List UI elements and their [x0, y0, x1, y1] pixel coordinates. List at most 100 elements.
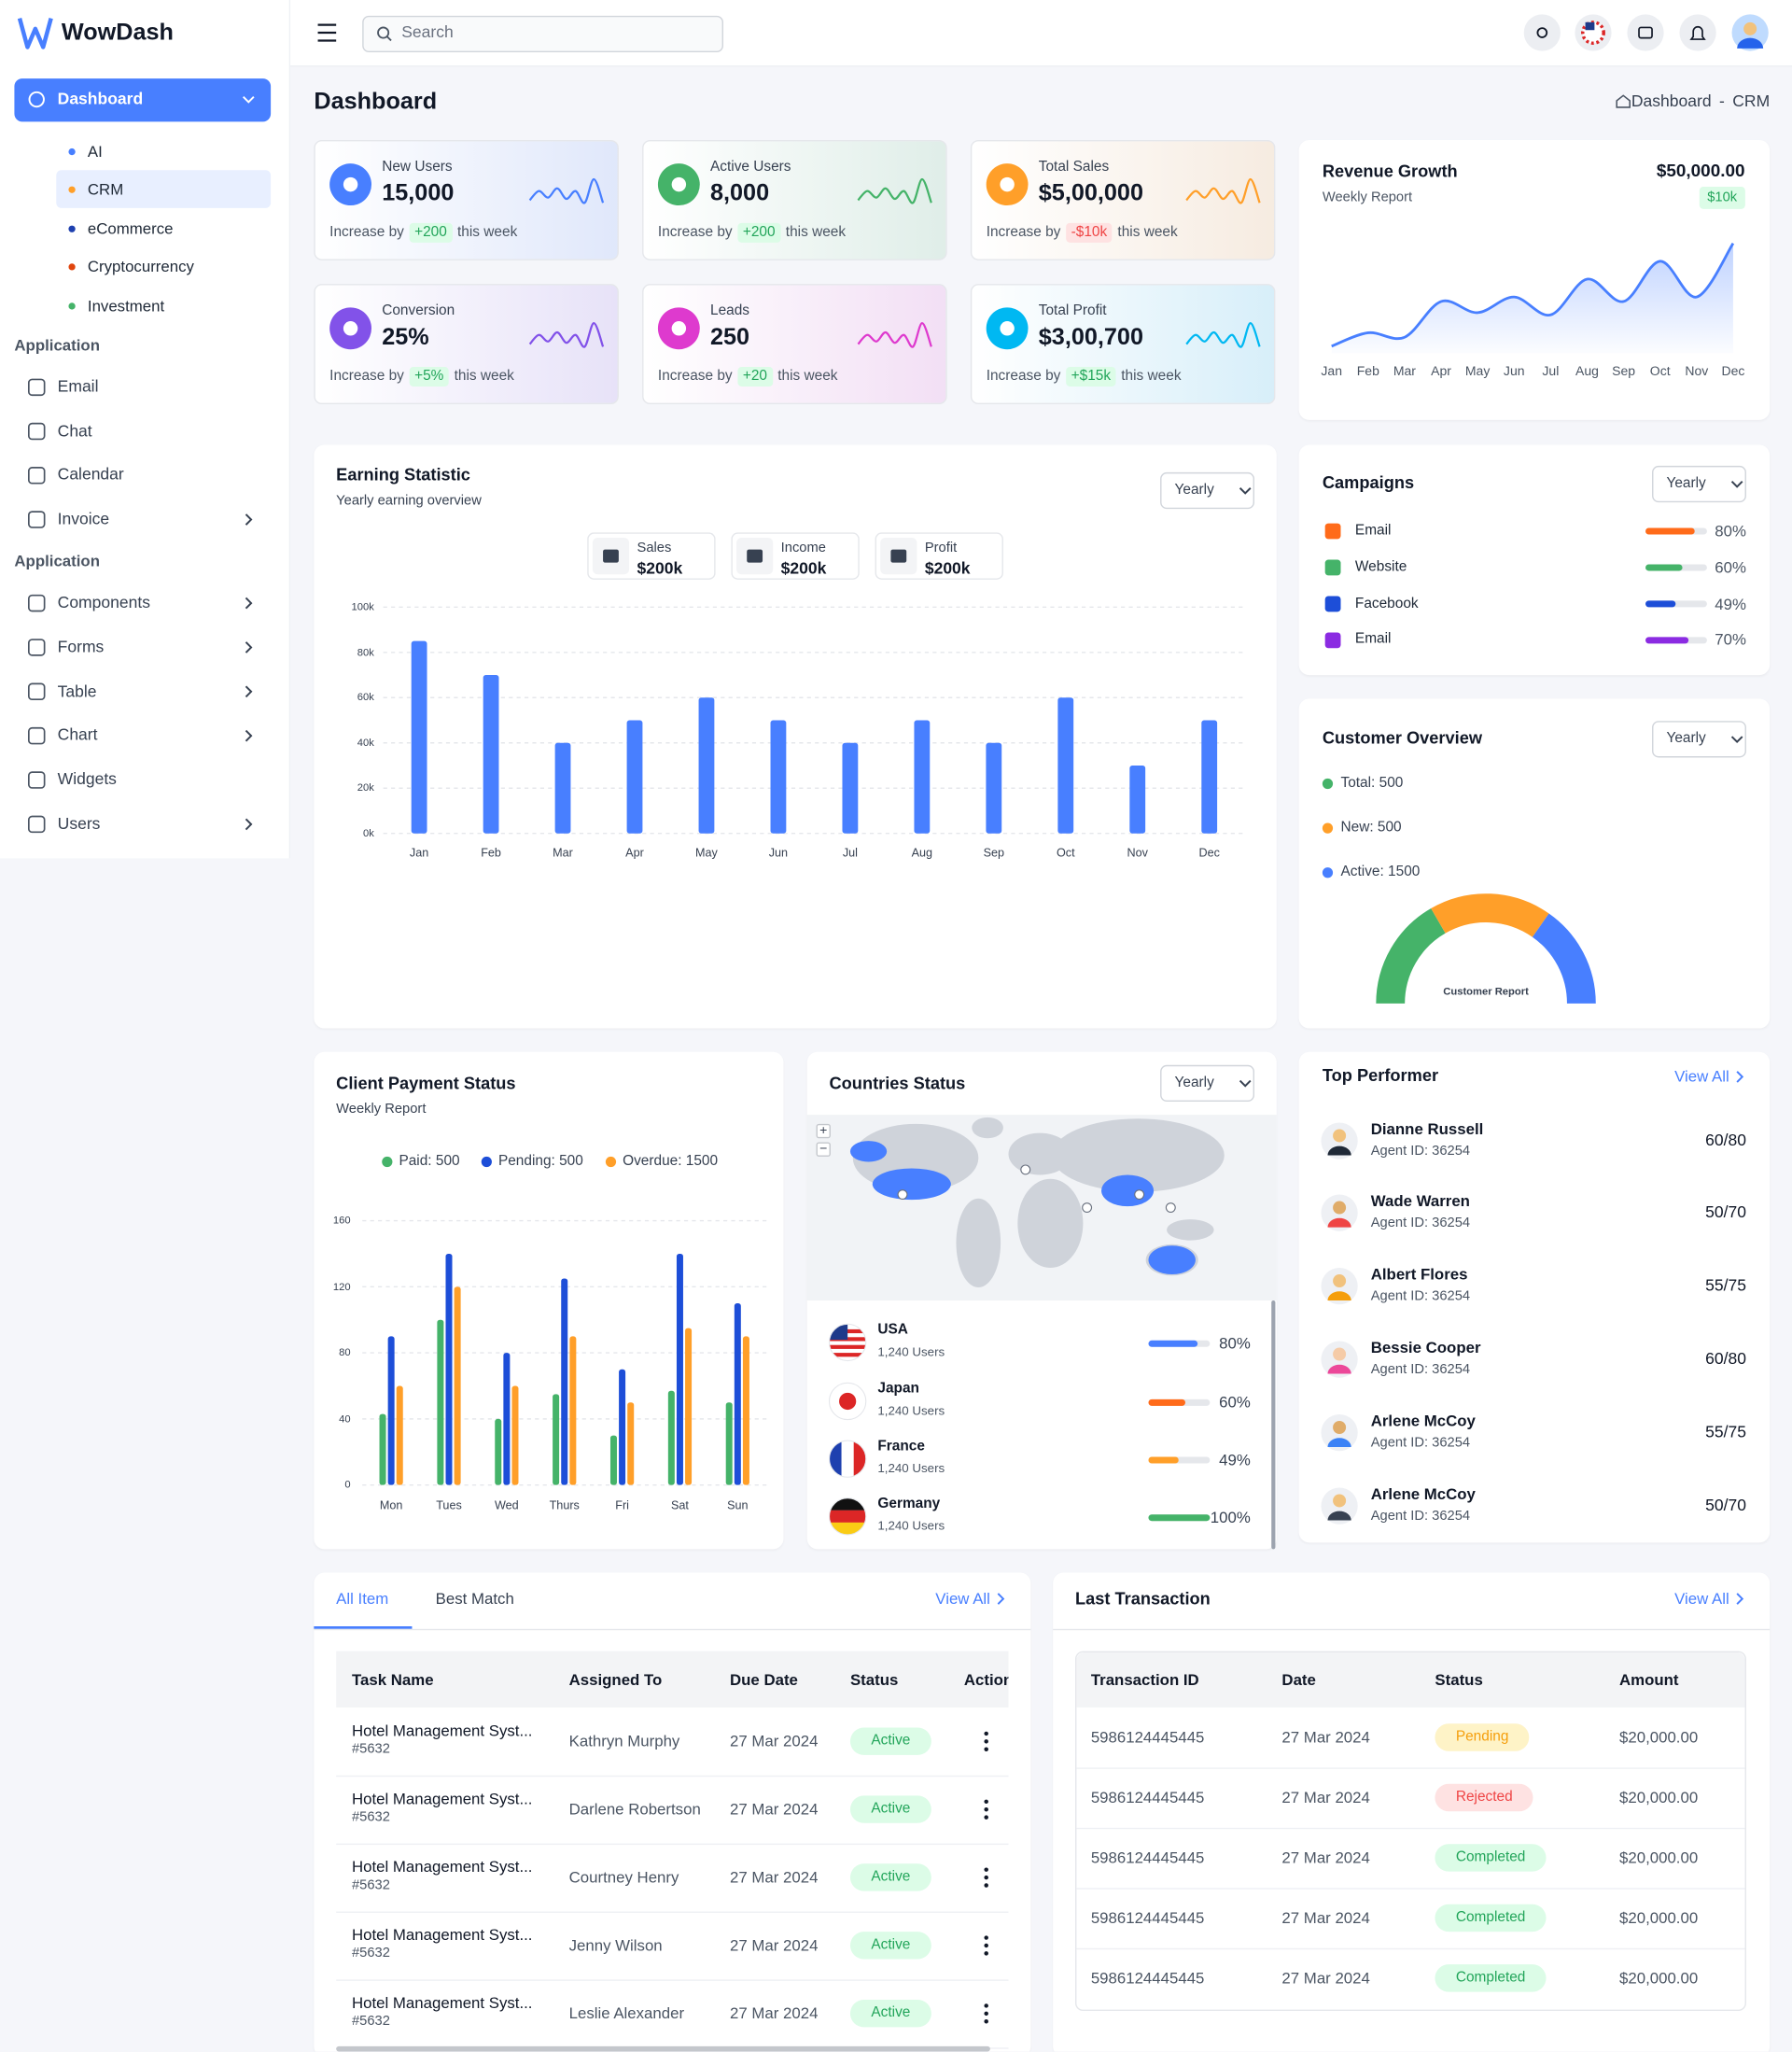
menu-label[interactable]: Dashboard — [57, 90, 144, 108]
bar — [454, 1286, 461, 1485]
view-all-link[interactable]: View All — [1674, 1067, 1729, 1086]
submenu-active[interactable] — [56, 170, 272, 208]
submenu-item[interactable]: eCommerce — [87, 219, 174, 238]
dropdown-value[interactable]: Yearly — [1174, 1075, 1214, 1090]
menu-item[interactable]: Email — [57, 377, 99, 396]
card-title: Top Performer — [1322, 1065, 1439, 1086]
breadcrumb-current: CRM — [1732, 91, 1771, 111]
summary-value: $200k — [637, 559, 683, 578]
progress-bar — [1645, 637, 1689, 644]
language-flag — [1585, 21, 1595, 31]
action-menu — [984, 1875, 988, 1880]
campaign-name: Website — [1354, 558, 1407, 575]
menu-icon — [27, 771, 46, 789]
zoom-symbol[interactable]: + — [819, 1123, 828, 1138]
dropdown[interactable] — [1652, 721, 1746, 758]
status-badge: Completed — [1435, 1964, 1547, 1992]
stat-icon — [1000, 176, 1015, 192]
campaign-value: 49% — [1715, 594, 1746, 613]
country-name: Japan — [877, 1381, 919, 1397]
x-tick-label: Thurs — [549, 1498, 580, 1512]
dropdown[interactable] — [1160, 1064, 1255, 1103]
stat-value: 250 — [709, 323, 750, 350]
zoom-symbol[interactable]: − — [819, 1141, 828, 1157]
dropdown-value[interactable]: Yearly — [1666, 730, 1706, 747]
x-tick-label: Mon — [379, 1498, 403, 1512]
legend-dot — [382, 1156, 393, 1168]
assignee: Courtney Henry — [568, 1868, 679, 1887]
icon-button — [1523, 14, 1561, 51]
menu-item[interactable]: Forms — [57, 637, 105, 656]
campaign-icon — [1324, 632, 1341, 649]
y-tick-label: 0k — [362, 827, 374, 839]
menu-icon — [27, 511, 46, 528]
submenu-item[interactable]: AI — [87, 142, 103, 162]
stat-label: Active Users — [709, 159, 791, 175]
zoom-button[interactable] — [816, 1142, 831, 1157]
tab[interactable]: Best Match — [435, 1589, 514, 1609]
performer-id: Agent ID: 36254 — [1370, 1434, 1471, 1451]
card-title: Client Payment Status — [336, 1073, 516, 1093]
menu-item[interactable]: Components — [57, 593, 150, 612]
menu-item[interactable]: Chat — [57, 421, 92, 441]
y-tick-label: 160 — [332, 1214, 351, 1227]
action-menu — [984, 1883, 988, 1888]
dropdown-value[interactable]: Yearly — [1666, 475, 1706, 492]
transaction-date: 27 Mar 2024 — [1281, 1908, 1370, 1928]
status-badge: Completed — [1435, 1844, 1547, 1872]
submenu-item[interactable]: Cryptocurrency — [87, 257, 194, 276]
dropdown-value[interactable]: Yearly — [1174, 482, 1214, 499]
search-input[interactable] — [362, 15, 724, 53]
status-badge: Rejected — [1435, 1783, 1534, 1812]
stat-label: Leads — [709, 302, 750, 319]
stat-card — [314, 139, 619, 260]
transaction-amount: $20,000.00 — [1619, 1968, 1699, 1988]
performer-id: Agent ID: 36254 — [1370, 1288, 1471, 1304]
menu-item[interactable]: Users — [57, 814, 101, 834]
submenu-item[interactable]: Investment — [87, 296, 165, 316]
bar — [569, 1336, 577, 1485]
view-all-link[interactable]: View All — [1674, 1589, 1729, 1609]
search-icon — [377, 26, 390, 39]
performer-card — [1298, 1051, 1771, 1543]
bar — [483, 675, 499, 834]
map-land — [972, 1117, 1003, 1139]
menu-item[interactable]: Widgets — [57, 770, 117, 789]
transaction-id: 5986124445445 — [1090, 1788, 1205, 1807]
stat-note: Increase by +5% this week — [329, 366, 514, 387]
tab[interactable]: All Item — [336, 1589, 389, 1609]
chevron — [1730, 736, 1743, 744]
menu-item[interactable]: Table — [57, 682, 97, 700]
task-id: #5632 — [351, 1876, 390, 1893]
row-divider — [336, 1911, 1009, 1913]
zoom-button[interactable] — [816, 1123, 831, 1139]
table-header — [336, 1651, 1009, 1708]
row-divider — [336, 1979, 1009, 1981]
task-name: Hotel Management Syst... — [351, 1857, 533, 1876]
text: Increase by — [657, 368, 733, 385]
menu-item[interactable]: Chart — [57, 725, 98, 745]
dropdown[interactable] — [1160, 471, 1255, 510]
x-tick-label: Sun — [727, 1498, 749, 1512]
legend-dot — [1322, 867, 1334, 878]
bar — [626, 720, 643, 834]
due-date: 27 Mar 2024 — [730, 1868, 819, 1887]
dropdown[interactable] — [1652, 465, 1746, 503]
y-tick-label: 80 — [339, 1346, 351, 1359]
menu-icon — [27, 378, 46, 397]
task-id: #5632 — [351, 2013, 390, 2030]
breadcrumb-link[interactable]: Dashboard — [1631, 91, 1712, 111]
stat-icon — [343, 321, 358, 336]
menu-item-active[interactable] — [14, 78, 272, 122]
home-icon — [1616, 94, 1631, 108]
action-menu — [984, 1815, 988, 1820]
menu-item[interactable]: Calendar — [57, 465, 124, 485]
view-all-link[interactable]: View All — [935, 1589, 990, 1609]
submenu-item[interactable]: CRM — [87, 180, 124, 199]
submenu-dot — [68, 186, 76, 193]
search-placeholder[interactable]: Search — [401, 22, 454, 42]
legend-dot — [1322, 822, 1334, 834]
menu-item[interactable]: Invoice — [57, 510, 110, 528]
bar — [914, 720, 931, 834]
